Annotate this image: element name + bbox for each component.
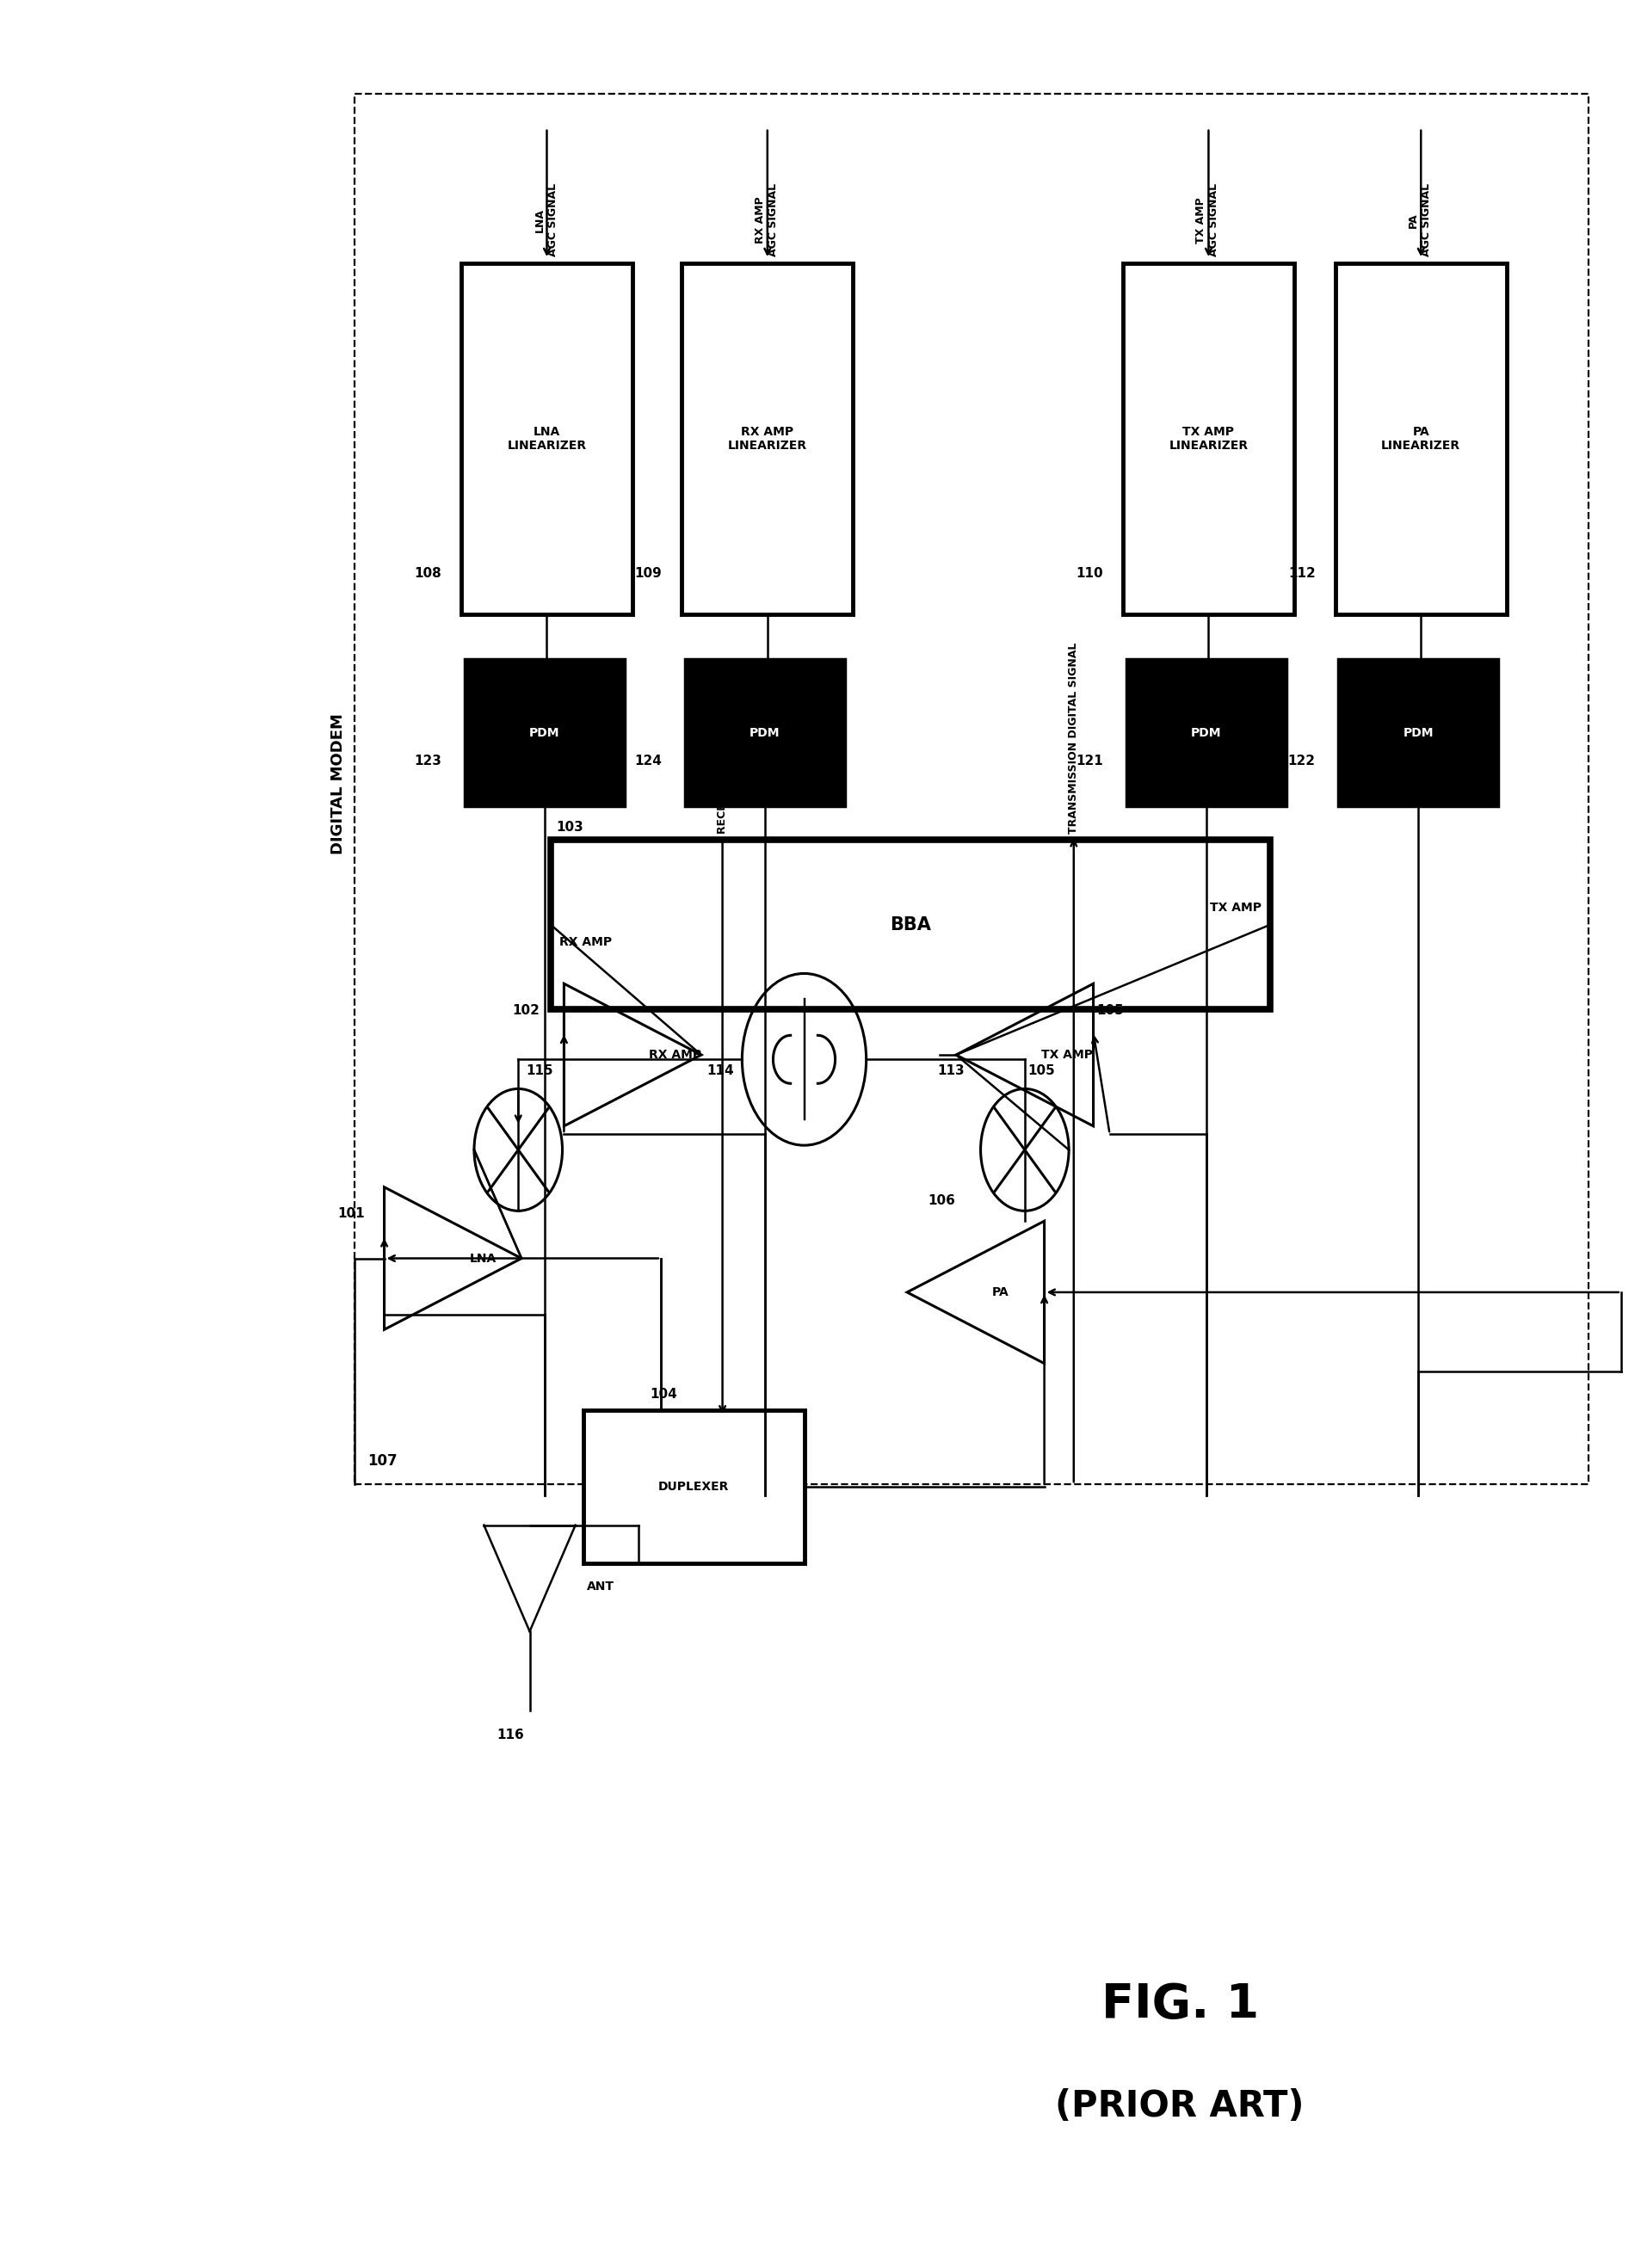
Text: TX AMP: TX AMP: [1040, 1048, 1093, 1061]
Text: 104: 104: [650, 1388, 678, 1402]
Bar: [1122, 263, 1295, 615]
Text: DIGITAL MODEM: DIGITAL MODEM: [331, 712, 346, 855]
Text: PDM: PDM: [1191, 726, 1221, 739]
Text: LNA
AGC SIGNAL: LNA AGC SIGNAL: [533, 184, 558, 256]
Text: 124: 124: [635, 755, 661, 767]
Text: TX AMP: TX AMP: [1209, 900, 1262, 914]
Bar: [684, 660, 845, 805]
Text: PDM: PDM: [750, 726, 779, 739]
Text: 113: 113: [937, 1064, 965, 1077]
Text: 112: 112: [1288, 567, 1316, 581]
Text: RX AMP
AGC SIGNAL: RX AMP AGC SIGNAL: [755, 184, 778, 256]
Text: 102: 102: [512, 1005, 540, 1016]
Text: 105: 105: [1027, 1064, 1055, 1077]
Text: 114: 114: [707, 1064, 734, 1077]
Text: 110: 110: [1076, 567, 1103, 581]
Text: PA
AGC SIGNAL: PA AGC SIGNAL: [1408, 184, 1433, 256]
Text: PA: PA: [993, 1286, 1009, 1297]
Text: 123: 123: [414, 755, 441, 767]
Text: RX AMP
LINEARIZER: RX AMP LINEARIZER: [727, 426, 807, 451]
Text: RX AMP: RX AMP: [648, 1048, 702, 1061]
Text: ANT: ANT: [587, 1581, 614, 1592]
Text: TX AMP
AGC SIGNAL: TX AMP AGC SIGNAL: [1196, 184, 1219, 256]
Text: 103: 103: [556, 821, 583, 832]
Text: LNA
LINEARIZER: LNA LINEARIZER: [507, 426, 586, 451]
Text: RX AMP: RX AMP: [560, 937, 612, 948]
Bar: [584, 1411, 804, 1563]
Bar: [1336, 263, 1506, 615]
Text: TRANSMISSION DIGITAL SIGNAL: TRANSMISSION DIGITAL SIGNAL: [1068, 642, 1080, 832]
Text: 116: 116: [497, 1728, 525, 1742]
Text: 121: 121: [1076, 755, 1103, 767]
Bar: [464, 660, 625, 805]
Text: LNA: LNA: [469, 1252, 496, 1263]
Text: (PRIOR ART): (PRIOR ART): [1055, 2089, 1305, 2125]
Bar: [1339, 660, 1498, 805]
Bar: [551, 839, 1270, 1009]
Text: 105: 105: [1096, 1005, 1124, 1016]
Text: 107: 107: [368, 1454, 397, 1470]
Text: 101: 101: [338, 1207, 364, 1220]
Text: BBA: BBA: [889, 916, 930, 934]
Bar: [461, 263, 633, 615]
Bar: [681, 263, 853, 615]
Text: RECEIVED DIGITAL SIGNAL: RECEIVED DIGITAL SIGNAL: [717, 676, 729, 832]
Text: 108: 108: [414, 567, 441, 581]
Text: PDM: PDM: [1403, 726, 1434, 739]
Text: DUPLEXER: DUPLEXER: [658, 1481, 729, 1492]
Text: 106: 106: [927, 1193, 955, 1207]
Text: 122: 122: [1288, 755, 1316, 767]
Text: PA
LINEARIZER: PA LINEARIZER: [1382, 426, 1460, 451]
Text: PDM: PDM: [528, 726, 560, 739]
Text: FIG. 1: FIG. 1: [1101, 1982, 1259, 2028]
Text: 109: 109: [635, 567, 661, 581]
Text: 115: 115: [527, 1064, 553, 1077]
Text: TX AMP
LINEARIZER: TX AMP LINEARIZER: [1168, 426, 1249, 451]
Bar: [354, 93, 1588, 1486]
Bar: [1126, 660, 1287, 805]
